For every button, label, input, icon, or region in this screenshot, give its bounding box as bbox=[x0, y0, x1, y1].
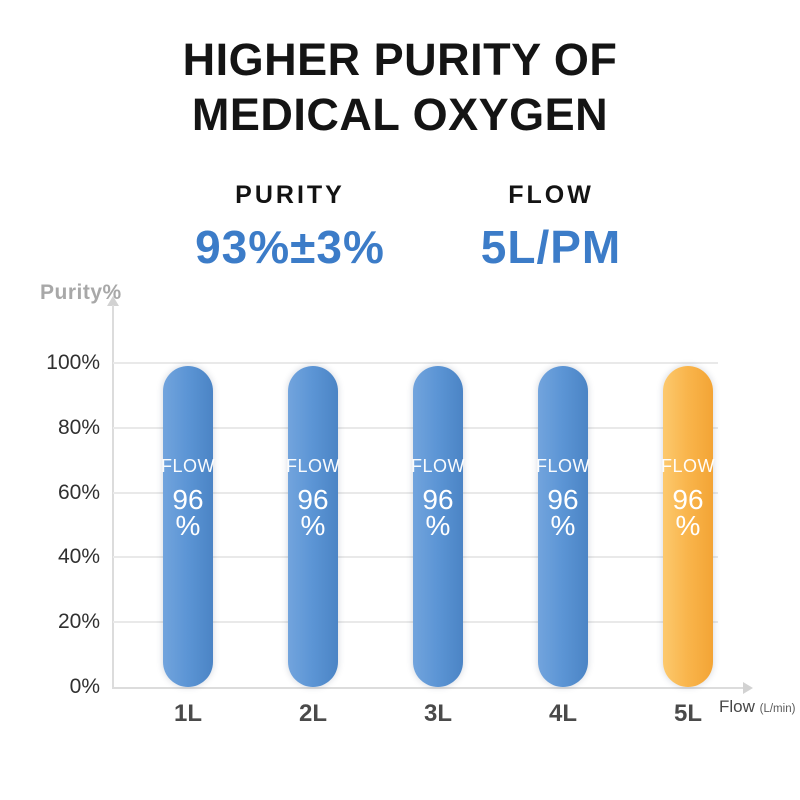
bar-value: 96 bbox=[672, 484, 704, 516]
x-tick-label-3l: 3L bbox=[423, 700, 452, 727]
x-tick-label-1l: 1L bbox=[173, 700, 202, 727]
y-axis-arrow-icon bbox=[107, 296, 119, 306]
bar-5l: FLOW 96% bbox=[661, 366, 715, 687]
spec-purity: PURITY 93%±3% bbox=[160, 181, 420, 274]
bar-flow-caption: FLOW bbox=[161, 456, 215, 477]
bar-value-unit: % bbox=[300, 510, 326, 542]
spec-purity-value: 93%±3% bbox=[195, 221, 385, 273]
bar-value: 96 bbox=[422, 484, 454, 516]
gridline-100 bbox=[113, 362, 718, 364]
bar-flow-caption: FLOW bbox=[536, 456, 590, 477]
x-axis-title-text: Flow bbox=[719, 697, 755, 716]
bar-value: 96 bbox=[297, 484, 329, 516]
bar-1l-label: FLOW 96% bbox=[161, 456, 215, 542]
spec-flow-label: FLOW bbox=[508, 181, 594, 209]
y-tick-label-80: 80% bbox=[57, 415, 100, 439]
bar-flow-caption: FLOW bbox=[411, 456, 465, 477]
bar-value-unit: % bbox=[675, 510, 701, 542]
page-title-line1: HIGHER PURITY OF bbox=[182, 34, 618, 85]
x-axis-arrow-icon bbox=[743, 682, 753, 694]
y-tick-label-40: 40% bbox=[57, 545, 100, 569]
spec-flow-value: 5L/PM bbox=[480, 221, 622, 273]
y-axis-title: Purity% bbox=[40, 281, 122, 304]
bar-5l-label: FLOW 96% bbox=[661, 456, 715, 542]
x-tick-label-2l: 2L bbox=[298, 700, 327, 727]
x-tick-label-5l: 5L bbox=[673, 700, 702, 727]
bar-value: 96 bbox=[172, 484, 204, 516]
bar-value: 96 bbox=[547, 484, 579, 516]
x-tick-label-4l: 4L bbox=[548, 700, 577, 727]
x-axis-title: Flow (L/min) bbox=[719, 697, 795, 717]
bar-value-unit: % bbox=[175, 510, 201, 542]
bar-1l: FLOW 96% bbox=[161, 366, 215, 687]
bar-value-unit: % bbox=[550, 510, 576, 542]
page-title: HIGHER PURITY OF MEDICAL OXYGEN bbox=[0, 32, 800, 142]
y-tick-label-0: 0% bbox=[69, 675, 100, 698]
y-axis-line bbox=[112, 305, 114, 687]
bar-2l-label: FLOW 96% bbox=[286, 456, 340, 542]
bar-3l: FLOW 96% bbox=[411, 366, 465, 687]
y-tick-label-100: 100% bbox=[46, 351, 100, 374]
x-axis-line bbox=[112, 687, 744, 689]
bar-4l-label: FLOW 96% bbox=[536, 456, 590, 542]
bar-2l: FLOW 96% bbox=[286, 366, 340, 687]
bar-4l: FLOW 96% bbox=[536, 366, 590, 687]
bar-3l-label: FLOW 96% bbox=[411, 456, 465, 542]
y-tick-label-20: 20% bbox=[57, 610, 100, 634]
bar-flow-caption: FLOW bbox=[286, 456, 340, 477]
y-tick-label-60: 60% bbox=[57, 480, 100, 504]
page-title-line2: MEDICAL OXYGEN bbox=[191, 89, 609, 140]
spec-flow: FLOW 5L/PM bbox=[421, 181, 681, 274]
x-axis-title-unit: (L/min) bbox=[759, 703, 796, 715]
spec-purity-label: PURITY bbox=[235, 181, 345, 209]
bar-value-unit: % bbox=[425, 510, 451, 542]
bar-flow-caption: FLOW bbox=[661, 456, 715, 477]
